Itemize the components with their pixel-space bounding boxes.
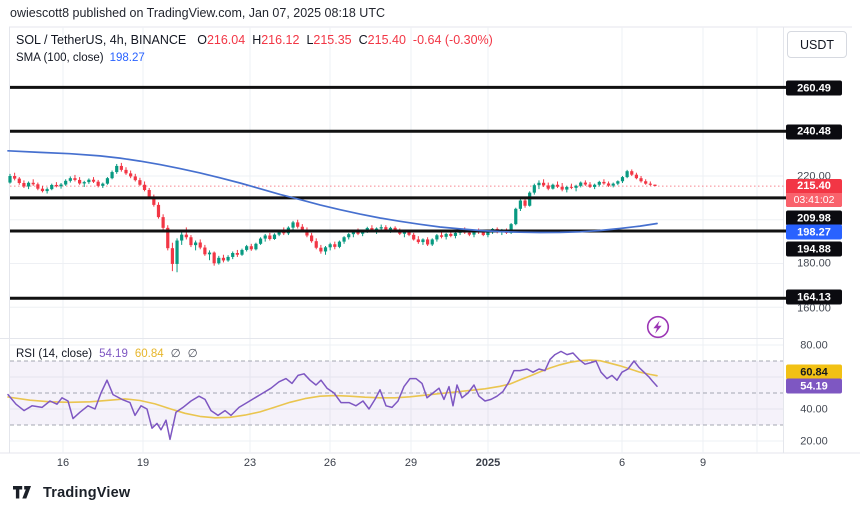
sma-legend[interactable]: SMA (100, close) 198.27	[16, 52, 145, 64]
price-axis-label: 194.88	[786, 241, 842, 257]
time-axis-label: 26	[323, 457, 337, 469]
price-axis-label: 80.00	[800, 339, 828, 351]
symbol-title[interactable]: SOL / TetherUS, 4h, BINANCE	[16, 33, 187, 47]
sma-value: 198.27	[109, 52, 145, 64]
ohlc-pair: H216.12	[252, 33, 300, 47]
change-value: -0.64 (-0.30%)	[412, 33, 493, 47]
symbol-legend[interactable]: SOL / TetherUS, 4h, BINANCE O216.04 H216.…	[16, 33, 493, 47]
price-axis-label: 198.27	[786, 224, 842, 240]
price-axis-label: 54.19	[786, 378, 842, 394]
price-axis-label: 40.00	[800, 403, 828, 416]
time-axis-label: 23	[243, 457, 257, 469]
price-axis-label: 209.98	[786, 210, 842, 226]
price-axis-label: 215.40 03:41:02	[786, 179, 842, 207]
price-axis-label: 160.00	[797, 302, 831, 314]
ohlc-values: O216.04 H216.12 L215.35 C215.40	[197, 33, 406, 47]
rsi-legend[interactable]: RSI (14, close) 54.19 60.84 ∅ ∅	[16, 346, 198, 360]
ohlc-pair: O216.04	[197, 33, 246, 47]
bar-countdown-timer: 03:41:02	[786, 193, 842, 207]
currency-toggle-button[interactable]: USDT	[787, 31, 847, 58]
rsi-label: RSI (14, close)	[16, 348, 93, 360]
price-axis-label: 164.13	[786, 289, 842, 305]
ohlc-pair: C215.40	[358, 33, 406, 47]
time-axis-label: 29	[404, 457, 418, 469]
price-axis-label: 20.00	[800, 435, 828, 447]
price-axis-label: 240.48	[786, 124, 842, 139]
time-axis-label: 16	[56, 457, 70, 469]
current-price-label: 215.40	[797, 180, 831, 192]
tradingview-logo[interactable]: TradingView	[12, 484, 130, 501]
published-attribution: owiescott8 published on TradingView.com,…	[10, 6, 385, 20]
tradingview-logo-icon	[13, 486, 31, 499]
price-axis-label: 180.00	[797, 257, 831, 270]
price-axis-label: 260.49	[786, 80, 842, 96]
rsi-value: 54.19	[99, 348, 128, 360]
sma-label: SMA (100, close)	[16, 52, 104, 64]
rsi-ma-value: 60.84	[134, 348, 164, 360]
time-axis-label: 6	[618, 457, 626, 469]
boost-lightning-icon[interactable]	[644, 313, 672, 341]
tradingview-logo-text: TradingView	[43, 484, 131, 501]
rsi-band-empty-2: ∅	[187, 348, 198, 360]
time-axis-label: 9	[699, 457, 707, 469]
ohlc-pair: L215.35	[306, 33, 352, 47]
price-axis-label: 60.84	[786, 364, 842, 380]
rsi-band-empty-1: ∅	[170, 348, 181, 360]
time-axis-label: 2025	[475, 457, 501, 469]
time-axis-label: 19	[136, 457, 150, 469]
